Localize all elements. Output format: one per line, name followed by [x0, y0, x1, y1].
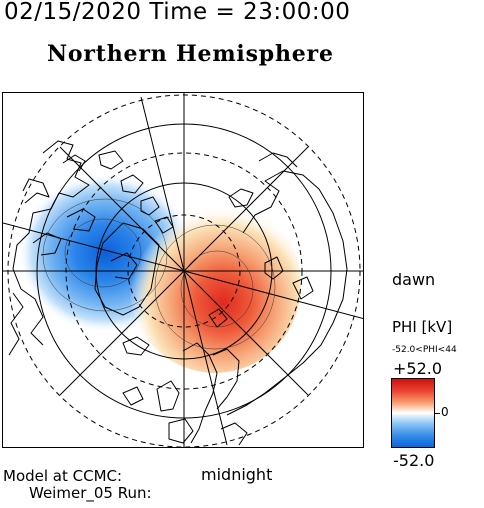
colorbar-max-label: +52.0 [393, 359, 443, 378]
polar-map-svg [3, 93, 363, 447]
colorbar-range-text: -52.0<PHI<44 [392, 345, 457, 355]
run-label: Weimer_05 Run: [29, 484, 152, 502]
map-title: Northern Hemisphere [47, 41, 334, 67]
model-label: Model at CCMC: [3, 467, 123, 485]
colorbar [391, 378, 435, 448]
potential-contours [42, 198, 276, 350]
colorbar-zero-tick [435, 413, 440, 414]
meridian-grid [3, 93, 363, 447]
positive-potential-cell [129, 197, 301, 373]
colorbar-mid-label: 0 [441, 405, 449, 419]
colorbar-min-label: -52.0 [393, 451, 435, 470]
dawn-label: dawn [392, 270, 436, 289]
polar-map [2, 92, 364, 448]
colorbar-title: PHI [kV] [392, 318, 453, 336]
midnight-label: midnight [201, 465, 273, 484]
datetime-header: 02/15/2020 Time = 23:00:00 [4, 0, 351, 25]
